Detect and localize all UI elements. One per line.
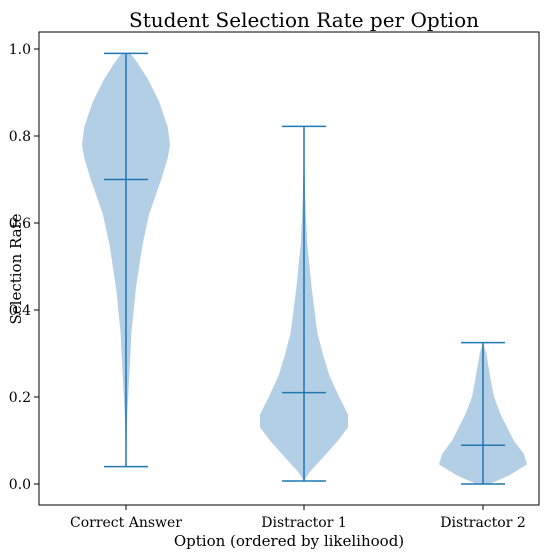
- x-tick-label: Distractor 1: [261, 515, 347, 531]
- x-tick-label: Distractor 2: [440, 515, 526, 531]
- violin-group: [82, 52, 527, 485]
- x-tick-label: Correct Answer: [70, 515, 182, 531]
- chart-title: Student Selection Rate per Option: [129, 8, 479, 32]
- y-axis: 0.0 0.2 0.4 0.6 0.8 1.0: [9, 42, 39, 493]
- y-tick-label: 0.2: [9, 390, 31, 406]
- y-tick-label: 0.0: [9, 477, 31, 493]
- x-axis: Correct Answer Distractor 1 Distractor 2: [70, 505, 526, 531]
- y-tick-label: 0.4: [9, 303, 31, 319]
- plot-frame: [38, 31, 540, 506]
- y-axis-label: Selection Rate: [7, 213, 25, 324]
- y-tick-label: 0.6: [9, 216, 31, 232]
- x-axis-label: Option (ordered by likelihood): [174, 532, 404, 550]
- y-tick-label: 0.8: [9, 129, 31, 145]
- y-tick-label: 1.0: [9, 42, 31, 58]
